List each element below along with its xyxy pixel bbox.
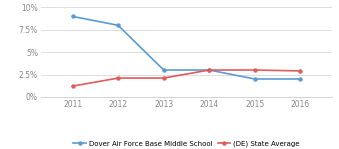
Dover Air Force Base Middle School	[207, 69, 211, 71]
Dover Air Force Base Middle School	[162, 69, 166, 71]
(DE) State Average	[116, 77, 120, 79]
(DE) State Average	[207, 69, 211, 71]
Dover Air Force Base Middle School	[253, 78, 257, 80]
Legend: Dover Air Force Base Middle School, (DE) State Average: Dover Air Force Base Middle School, (DE)…	[73, 141, 300, 147]
(DE) State Average	[71, 85, 75, 87]
(DE) State Average	[253, 69, 257, 71]
Dover Air Force Base Middle School	[116, 24, 120, 26]
Line: Dover Air Force Base Middle School: Dover Air Force Base Middle School	[71, 15, 302, 80]
(DE) State Average	[298, 70, 302, 72]
Dover Air Force Base Middle School	[71, 15, 75, 17]
(DE) State Average	[162, 77, 166, 79]
Dover Air Force Base Middle School	[298, 78, 302, 80]
Line: (DE) State Average: (DE) State Average	[71, 69, 302, 88]
